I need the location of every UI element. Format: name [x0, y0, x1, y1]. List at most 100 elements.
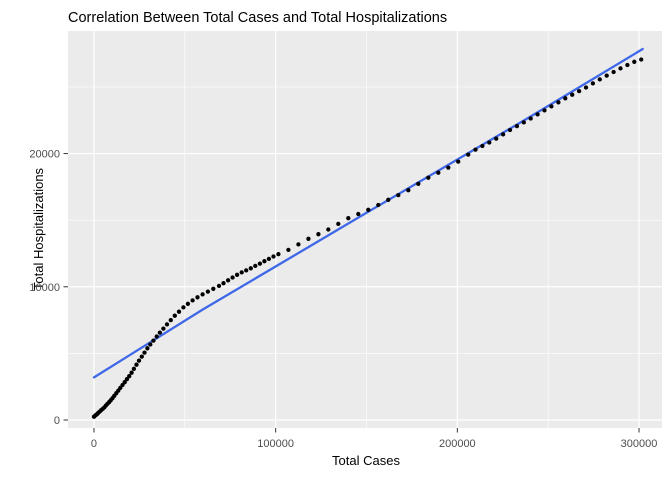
data-point	[556, 100, 561, 105]
data-point	[576, 88, 582, 94]
data-point	[239, 270, 244, 275]
data-point	[151, 338, 156, 343]
data-point	[244, 268, 249, 273]
data-point	[406, 188, 411, 193]
chart-title: Correlation Between Total Cases and Tota…	[68, 10, 447, 26]
data-point	[271, 254, 276, 259]
data-point	[549, 104, 554, 109]
x-axis-title: Total Cases	[332, 453, 400, 468]
data-point	[296, 242, 301, 247]
data-point	[211, 286, 216, 291]
scatter-points	[91, 57, 644, 419]
data-point	[230, 275, 235, 280]
data-point	[127, 374, 132, 379]
x-tick-label: 300000	[621, 438, 658, 450]
y-axis-title: Total Hospitalizations	[31, 167, 46, 290]
x-tick-label: 100000	[257, 438, 294, 450]
data-point	[129, 370, 134, 375]
data-point	[436, 170, 441, 175]
data-point	[386, 197, 391, 202]
data-point	[131, 366, 137, 371]
data-point	[639, 57, 644, 62]
data-point	[356, 211, 361, 217]
data-point	[134, 362, 139, 367]
data-point	[487, 140, 492, 145]
axis-tick-marks	[63, 153, 640, 433]
data-point	[456, 159, 461, 164]
y-tick-label: 20000	[29, 149, 60, 161]
data-point	[514, 123, 520, 129]
data-point	[480, 143, 485, 149]
data-point	[528, 116, 533, 121]
data-point	[625, 62, 630, 68]
data-point	[286, 247, 291, 253]
data-point	[164, 322, 170, 327]
data-point	[366, 207, 371, 212]
x-tick-label: 200000	[439, 438, 476, 450]
regression-line	[92, 47, 644, 379]
data-point	[185, 301, 191, 306]
data-point	[157, 330, 163, 335]
data-point	[597, 77, 602, 82]
data-point	[426, 175, 431, 180]
data-point	[205, 289, 211, 294]
major-gridlines	[68, 31, 662, 428]
data-point	[139, 354, 144, 359]
data-point	[590, 81, 596, 86]
data-point	[257, 261, 263, 266]
data-point	[145, 346, 150, 351]
data-point	[122, 380, 127, 385]
data-point	[416, 181, 421, 186]
data-point	[446, 165, 451, 170]
data-point	[234, 272, 240, 277]
data-point	[161, 326, 166, 331]
data-point	[221, 281, 226, 286]
data-point	[507, 127, 513, 133]
data-point	[172, 313, 177, 318]
data-point	[542, 108, 547, 113]
data-point	[618, 66, 623, 71]
data-point	[563, 96, 568, 101]
data-point	[611, 69, 616, 75]
data-point	[396, 192, 401, 198]
y-axis-tick-labels: 0 10000 20000	[29, 149, 60, 427]
data-point	[154, 334, 159, 339]
data-point	[276, 251, 281, 257]
data-point	[500, 132, 506, 137]
data-point	[176, 309, 182, 314]
data-point	[466, 152, 471, 157]
x-axis-tick-labels: 0 100000 200000 300000	[91, 438, 657, 450]
data-point	[604, 73, 609, 78]
minor-gridlines	[68, 31, 662, 428]
data-point	[316, 232, 321, 237]
data-point	[200, 292, 205, 297]
data-point	[262, 259, 267, 264]
data-point	[306, 236, 311, 241]
data-point	[124, 377, 130, 382]
data-point	[494, 136, 499, 141]
data-point	[473, 147, 478, 152]
data-point	[136, 358, 142, 363]
data-point	[168, 317, 173, 323]
data-point	[181, 305, 186, 310]
data-point	[521, 120, 526, 125]
data-point	[248, 266, 253, 271]
x-tick-label: 0	[91, 438, 97, 450]
y-tick-label: 0	[54, 415, 60, 427]
data-point	[570, 92, 575, 97]
data-point	[190, 298, 195, 303]
data-point	[632, 59, 637, 64]
y-tick-label: 10000	[29, 282, 60, 294]
data-point	[253, 263, 258, 269]
data-point	[148, 342, 153, 347]
data-point	[326, 227, 331, 232]
data-point	[195, 295, 200, 300]
data-point	[583, 85, 589, 90]
data-point	[216, 283, 222, 289]
data-point	[142, 350, 147, 355]
data-point	[535, 112, 540, 117]
data-point	[266, 256, 272, 262]
data-point	[225, 278, 231, 283]
